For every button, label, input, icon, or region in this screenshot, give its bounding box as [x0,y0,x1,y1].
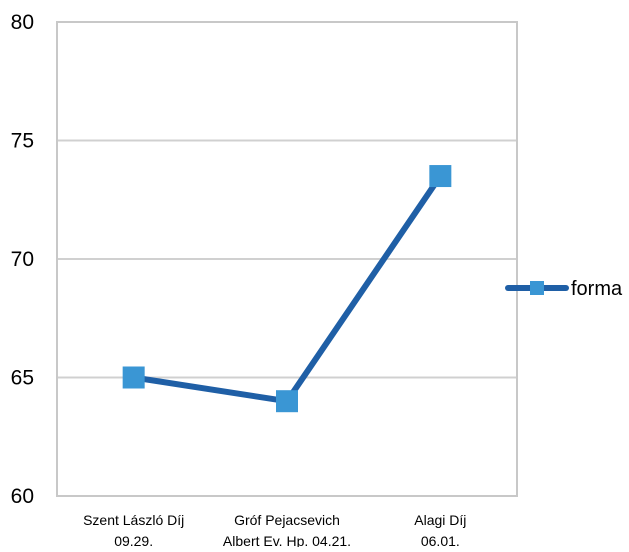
legend-marker-forma [530,281,544,295]
data-point-marker [276,390,298,413]
y-tick-label: 70 [11,248,34,271]
y-tick-label: 75 [11,130,34,153]
data-point-marker [429,165,452,188]
x-tick-label: Gróf Pejacsevich Albert Ev. Hp. 04.21. [223,512,351,547]
legend-label-forma: forma [571,278,623,300]
y-axis-ticks: 60 65 70 75 80 [11,11,34,508]
legend: forma [505,278,623,300]
series-forma [122,165,452,413]
plot-frame [56,21,518,497]
data-point-marker [122,366,145,389]
x-tick-label: Szent László Díj 09.29. [83,512,184,547]
y-tick-label: 60 [11,485,34,508]
x-tick-label: Alagi Díj 06.01. [414,512,466,547]
x-axis-ticks: Szent László Díj 09.29. Gróf Pejacsevich Al… [83,512,466,549]
y-tick-label: 65 [11,367,34,390]
series-line [130,173,444,405]
y-tick-label: 80 [11,11,34,34]
gridlines [57,21,517,497]
